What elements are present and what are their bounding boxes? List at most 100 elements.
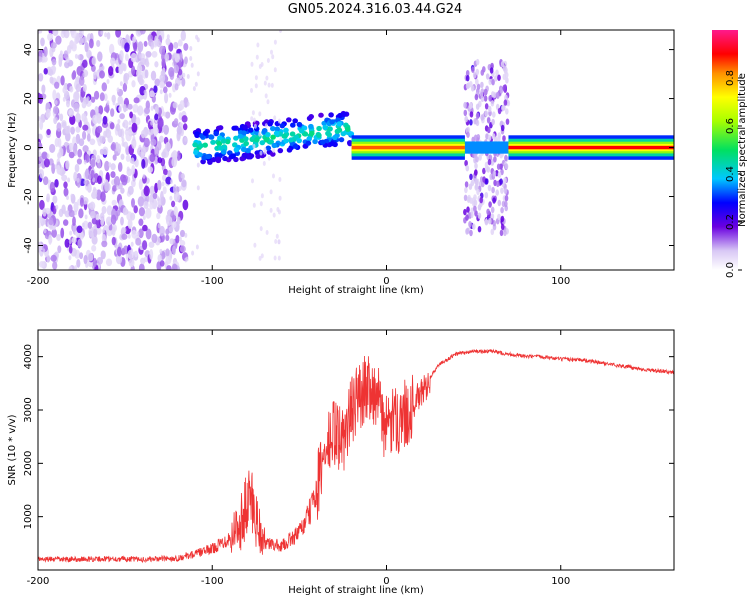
heat-cell bbox=[79, 197, 84, 207]
heat-cell bbox=[131, 197, 135, 208]
heat-cell bbox=[273, 67, 277, 73]
heat-cell bbox=[279, 123, 286, 129]
heat-cell bbox=[176, 150, 181, 161]
heat-cell bbox=[497, 107, 502, 115]
heat-cell bbox=[174, 83, 179, 91]
heat-cell bbox=[119, 81, 123, 87]
heat-cell bbox=[127, 218, 133, 230]
heat-cell bbox=[265, 75, 269, 81]
heat-cell bbox=[105, 258, 113, 267]
heat-cell bbox=[164, 92, 169, 104]
heat-cell bbox=[101, 82, 108, 92]
heat-cell bbox=[504, 71, 509, 79]
spectrogram-y-axis-label: Frequency (Hz) bbox=[7, 112, 18, 188]
heat-cell bbox=[159, 135, 164, 143]
heat-cell bbox=[159, 225, 165, 237]
heat-cell bbox=[470, 179, 475, 187]
heat-cell bbox=[499, 178, 503, 185]
heat-cell bbox=[140, 257, 146, 265]
heat-cell bbox=[484, 161, 489, 169]
heat-cell bbox=[243, 136, 249, 142]
heat-cell bbox=[131, 229, 137, 239]
heat-cell bbox=[43, 67, 48, 75]
x-tick-label: -100 bbox=[201, 276, 224, 287]
heat-cell bbox=[91, 56, 97, 66]
heat-cell bbox=[258, 111, 262, 117]
heat-cell bbox=[82, 36, 87, 45]
heat-cell bbox=[191, 250, 195, 256]
heat-cell bbox=[292, 143, 299, 149]
heat-cell bbox=[63, 219, 69, 226]
heat-cell bbox=[63, 181, 68, 189]
heat-cell bbox=[464, 160, 468, 167]
heat-cell bbox=[217, 135, 223, 141]
heat-cell bbox=[64, 238, 70, 248]
heat-cell bbox=[286, 117, 292, 123]
heat-cell bbox=[48, 68, 54, 77]
heat-cell bbox=[283, 127, 289, 133]
heat-cell bbox=[475, 112, 480, 120]
heat-cell bbox=[469, 197, 474, 204]
heat-cell bbox=[463, 194, 468, 201]
heat-cell bbox=[73, 171, 78, 182]
heat-cell bbox=[483, 88, 488, 96]
heat-cell bbox=[479, 90, 484, 97]
heat-cell bbox=[267, 155, 271, 161]
heat-cell bbox=[83, 159, 87, 165]
heat-cell bbox=[254, 75, 258, 81]
heat-cell bbox=[131, 164, 136, 175]
heat-cell bbox=[475, 58, 480, 66]
heat-cell bbox=[277, 118, 281, 124]
heat-cell bbox=[162, 186, 167, 195]
heat-cell bbox=[189, 56, 193, 61]
heat-cell bbox=[504, 94, 508, 102]
heat-cell bbox=[138, 179, 143, 190]
heat-cell bbox=[325, 130, 331, 136]
heat-cell bbox=[504, 195, 509, 202]
heat-cell bbox=[62, 30, 66, 35]
heat-cell bbox=[38, 116, 41, 122]
heat-cell bbox=[54, 164, 58, 170]
heat-cell bbox=[110, 108, 115, 117]
heat-cell bbox=[308, 114, 315, 120]
heat-cell bbox=[469, 111, 474, 118]
heat-cell bbox=[132, 36, 137, 43]
heat-cell bbox=[91, 235, 98, 245]
heat-cell bbox=[66, 195, 69, 201]
heat-cell bbox=[270, 134, 276, 140]
heat-cell bbox=[90, 159, 96, 168]
heat-cell bbox=[231, 125, 237, 131]
heat-cell bbox=[45, 102, 51, 109]
heat-cell bbox=[464, 115, 469, 123]
heat-cell bbox=[77, 54, 81, 60]
heat-cell bbox=[172, 245, 176, 256]
heat-cell bbox=[84, 214, 88, 220]
heat-cell bbox=[495, 69, 499, 76]
heat-cell bbox=[88, 38, 94, 49]
heat-cell bbox=[465, 214, 469, 221]
heat-cell bbox=[273, 115, 277, 121]
heat-cell bbox=[288, 137, 294, 143]
heat-cell bbox=[463, 208, 467, 216]
heat-cell bbox=[503, 229, 507, 237]
heat-cell bbox=[490, 228, 495, 235]
heat-cell bbox=[208, 134, 215, 140]
heat-cell bbox=[43, 158, 50, 168]
heat-cell bbox=[57, 137, 62, 148]
heat-cell bbox=[82, 130, 87, 140]
snr-y-axis-label: SNR (10 * v/v) bbox=[7, 414, 18, 485]
heat-cell bbox=[49, 181, 56, 193]
heat-cell bbox=[104, 181, 109, 192]
heat-cell bbox=[154, 35, 158, 46]
heat-cell bbox=[469, 173, 473, 180]
heat-cell bbox=[336, 121, 343, 127]
heat-cell bbox=[73, 201, 79, 213]
heat-cell bbox=[97, 175, 102, 185]
heat-cell bbox=[98, 105, 104, 115]
heat-cell bbox=[329, 119, 336, 125]
heat-cell bbox=[477, 226, 482, 233]
heat-cell bbox=[103, 106, 110, 113]
heat-cell bbox=[196, 185, 200, 191]
heat-cell bbox=[104, 32, 108, 38]
heat-cell bbox=[252, 143, 256, 149]
